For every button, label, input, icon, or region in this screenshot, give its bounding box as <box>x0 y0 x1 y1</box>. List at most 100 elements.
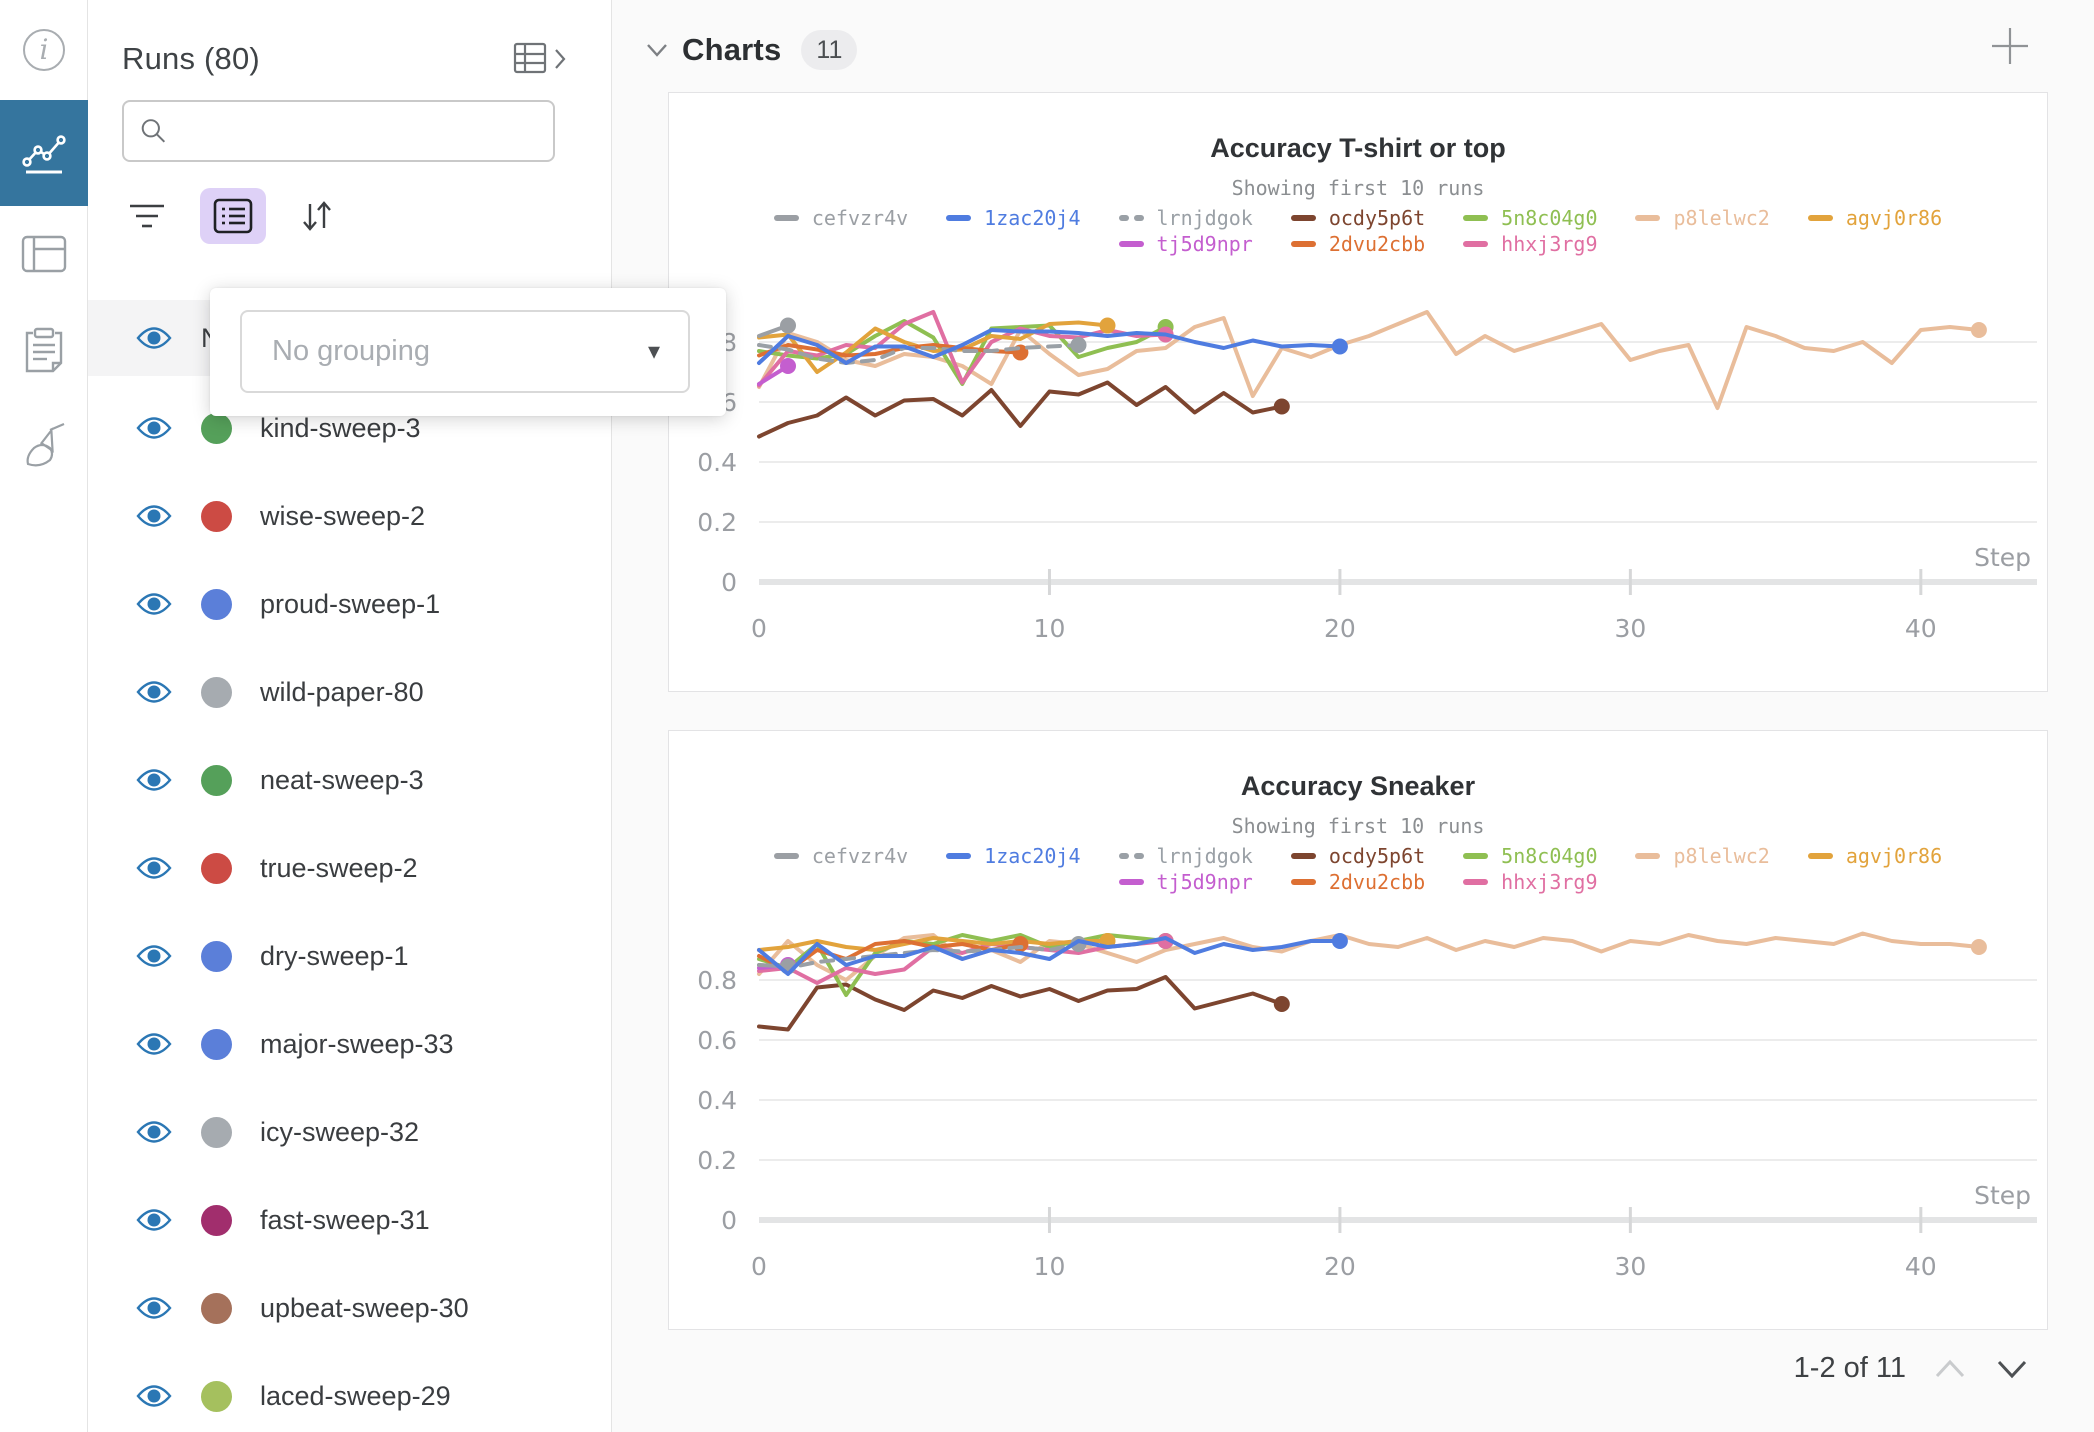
run-name[interactable]: proud-sweep-1 <box>260 588 441 619</box>
visibility-eye-icon[interactable] <box>135 766 173 794</box>
page-up-chevron-icon[interactable] <box>1932 1357 1968 1381</box>
legend-swatch <box>1463 879 1489 885</box>
run-row: neat-sweep-3 <box>88 736 611 824</box>
run-name[interactable]: major-sweep-33 <box>260 1028 454 1059</box>
run-row: wise-sweep-2 <box>88 472 611 560</box>
legend-swatch <box>1635 215 1661 221</box>
visibility-eye-icon[interactable] <box>135 1294 173 1322</box>
info-icon[interactable]: i <box>0 0 88 100</box>
legend-swatch <box>1463 215 1489 221</box>
expand-runs-table-button[interactable] <box>513 42 567 76</box>
panels-pagination: 1-2 of 11 <box>1794 1352 2030 1385</box>
legend-item-ocdy5p6t[interactable]: ocdy5p6t <box>1290 844 1425 868</box>
visibility-eye-icon[interactable] <box>135 502 173 530</box>
run-name[interactable]: true-sweep-2 <box>260 852 418 883</box>
visibility-eye-icon[interactable] <box>135 414 173 442</box>
legend-item-agvj0r86[interactable]: agvj0r86 <box>1807 206 1943 230</box>
runs-table-nav-icon[interactable] <box>0 206 88 302</box>
sweeps-broom-icon[interactable] <box>0 398 88 494</box>
runs-search-input[interactable] <box>179 115 537 147</box>
legend-item-2dvu2cbb[interactable]: 2dvu2cbb <box>1290 870 1425 894</box>
legend-item-ocdy5p6t[interactable]: ocdy5p6t <box>1290 206 1425 230</box>
visibility-eye-icon[interactable] <box>135 590 173 618</box>
page-down-chevron-icon[interactable] <box>1994 1357 2030 1381</box>
legend-item-p8lelwc2[interactable]: p8lelwc2 <box>1635 844 1770 868</box>
run-name[interactable]: dry-sweep-1 <box>260 940 409 971</box>
run-color-dot <box>201 1292 232 1324</box>
legend-item-hhxj3rg9[interactable]: hhxj3rg9 <box>1463 232 1597 256</box>
svg-text:0: 0 <box>721 568 737 597</box>
collapse-charts-chevron-down-icon[interactable] <box>642 39 672 61</box>
add-panel-plus-icon[interactable] <box>1988 24 2032 73</box>
legend-item-2dvu2cbb[interactable]: 2dvu2cbb <box>1290 232 1425 256</box>
svg-text:30: 30 <box>1614 1252 1646 1281</box>
visibility-eye-icon[interactable] <box>135 1030 173 1058</box>
chart-subtitle: Showing first 10 runs <box>1231 814 1485 838</box>
notes-clipboard-icon[interactable] <box>0 302 88 398</box>
run-name[interactable]: fast-sweep-31 <box>260 1204 430 1235</box>
run-name[interactable]: icy-sweep-32 <box>260 1116 420 1147</box>
run-name[interactable]: laced-sweep-29 <box>260 1380 451 1411</box>
run-row: dry-sweep-1 <box>88 912 611 1000</box>
visibility-eye-icon[interactable] <box>135 1118 173 1146</box>
grouping-select[interactable]: No grouping ▾ <box>240 310 690 393</box>
visibility-eye-icon[interactable] <box>135 324 173 352</box>
legend-swatch <box>1290 853 1316 859</box>
visibility-eye-icon[interactable] <box>135 942 173 970</box>
legend-swatch <box>1807 215 1833 221</box>
legend-item-p8lelwc2[interactable]: p8lelwc2 <box>1635 206 1770 230</box>
legend-item-lrnjdgok[interactable]: lrnjdgok <box>1118 206 1253 230</box>
filter-icon[interactable] <box>128 201 166 231</box>
sort-icon[interactable] <box>300 198 334 234</box>
legend-label: lrnjdgok <box>1156 206 1253 230</box>
legend-item-lrnjdgok[interactable]: lrnjdgok <box>1118 844 1253 868</box>
visibility-eye-icon[interactable] <box>135 1206 173 1234</box>
svg-text:0.2: 0.2 <box>697 508 737 537</box>
run-list: kind-sweep-3 wise-sweep-2 proud-sweep-1 wil… <box>88 384 611 1432</box>
legend-item-cefvzr4v[interactable]: cefvzr4v <box>773 206 908 230</box>
svg-text:Step: Step <box>1974 543 2031 572</box>
legend-swatch <box>1290 241 1316 247</box>
run-color-dot <box>201 1116 232 1148</box>
run-row: icy-sweep-32 <box>88 1088 611 1176</box>
legend-item-5n8c04g0[interactable]: 5n8c04g0 <box>1463 206 1597 230</box>
svg-text:40: 40 <box>1905 614 1937 643</box>
legend-item-agvj0r86[interactable]: agvj0r86 <box>1807 844 1943 868</box>
legend-item-cefvzr4v[interactable]: cefvzr4v <box>773 844 908 868</box>
legend-dashed-swatch <box>1118 853 1144 859</box>
run-row: true-sweep-2 <box>88 824 611 912</box>
chevron-right-icon <box>555 49 566 69</box>
visibility-eye-icon[interactable] <box>135 1382 173 1410</box>
legend-label: agvj0r86 <box>1845 844 1943 868</box>
panels-nav-line-chart-icon[interactable] <box>0 100 88 206</box>
charts-section-title: Charts <box>682 32 782 67</box>
run-color-dot <box>201 676 232 708</box>
legend-item-1zac20j4[interactable]: 1zac20j4 <box>946 844 1081 868</box>
legend-label: 1zac20j4 <box>984 844 1081 868</box>
run-name[interactable]: upbeat-sweep-30 <box>260 1292 469 1323</box>
chart-panel-accuracy-sneaker: Accuracy Sneaker Showing first 10 runs c… <box>668 730 2048 1330</box>
run-row: major-sweep-33 <box>88 1000 611 1088</box>
legend-item-tj5d9npr[interactable]: tj5d9npr <box>1118 232 1253 256</box>
runs-panel-title: Runs (80) <box>122 41 260 76</box>
legend-item-5n8c04g0[interactable]: 5n8c04g0 <box>1463 844 1597 868</box>
run-name[interactable]: wise-sweep-2 <box>260 500 426 531</box>
group-list-icon[interactable] <box>200 188 266 244</box>
legend-item-tj5d9npr[interactable]: tj5d9npr <box>1118 870 1253 894</box>
run-row: wild-paper-80 <box>88 648 611 736</box>
run-color-dot <box>201 1204 232 1236</box>
legend-item-hhxj3rg9[interactable]: hhxj3rg9 <box>1463 870 1597 894</box>
run-name[interactable]: wild-paper-80 <box>260 676 424 707</box>
legend-label: agvj0r86 <box>1845 206 1943 230</box>
visibility-eye-icon[interactable] <box>135 678 173 706</box>
run-row: fast-sweep-31 <box>88 1176 611 1264</box>
run-name[interactable]: neat-sweep-3 <box>260 764 424 795</box>
legend-swatch <box>946 215 972 221</box>
visibility-eye-icon[interactable] <box>135 854 173 882</box>
run-color-dot <box>201 500 232 532</box>
legend-swatch <box>1463 241 1489 247</box>
run-name[interactable]: kind-sweep-3 <box>260 412 421 443</box>
legend-label: tj5d9npr <box>1156 232 1253 256</box>
run-color-dot <box>201 852 232 884</box>
legend-item-1zac20j4[interactable]: 1zac20j4 <box>946 206 1081 230</box>
